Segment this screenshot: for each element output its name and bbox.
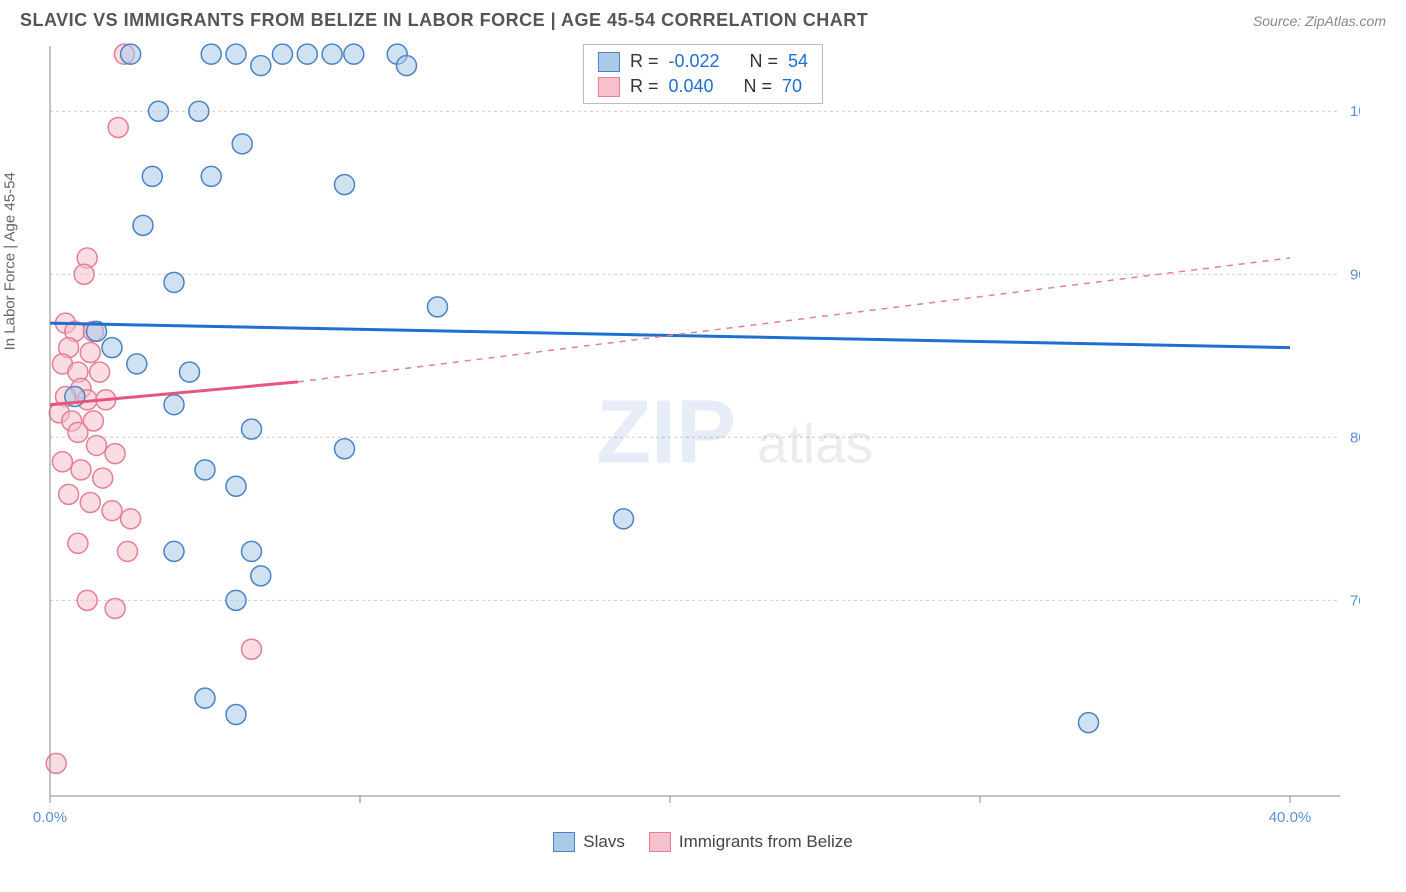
legend-r-label: R = <box>630 51 659 72</box>
swatch-blue-icon <box>553 832 575 852</box>
legend-series: Slavs Immigrants from Belize <box>0 832 1406 852</box>
y-axis-label: In Labor Force | Age 45-54 <box>2 172 19 350</box>
legend-r-label: R = <box>630 76 659 97</box>
chart-title: SLAVIC VS IMMIGRANTS FROM BELIZE IN LABO… <box>20 10 868 31</box>
legend-n-value: 54 <box>788 51 808 72</box>
legend-row-pink: R = 0.040 N = 70 <box>598 74 808 99</box>
svg-text:0.0%: 0.0% <box>33 809 67 826</box>
legend-item-belize: Immigrants from Belize <box>649 832 853 852</box>
svg-text:70.0%: 70.0% <box>1350 592 1360 609</box>
legend-label: Immigrants from Belize <box>679 832 853 852</box>
legend-n-value: 70 <box>782 76 802 97</box>
svg-text:atlas: atlas <box>757 413 873 475</box>
legend-n-label: N = <box>750 51 779 72</box>
source-credit: Source: ZipAtlas.com <box>1253 13 1386 29</box>
legend-row-blue: R = -0.022 N = 54 <box>598 49 808 74</box>
legend-n-label: N = <box>744 76 773 97</box>
header: SLAVIC VS IMMIGRANTS FROM BELIZE IN LABO… <box>0 0 1406 36</box>
legend-r-value: -0.022 <box>668 51 719 72</box>
swatch-blue-icon <box>598 52 620 72</box>
svg-text:90.0%: 90.0% <box>1350 266 1360 283</box>
legend-label: Slavs <box>583 832 625 852</box>
swatch-pink-icon <box>649 832 671 852</box>
swatch-pink-icon <box>598 77 620 97</box>
svg-text:40.0%: 40.0% <box>1269 809 1312 826</box>
legend-r-value: 0.040 <box>668 76 713 97</box>
svg-text:100.0%: 100.0% <box>1350 103 1360 120</box>
svg-text:ZIP: ZIP <box>596 383 736 483</box>
legend-item-slavs: Slavs <box>553 832 625 852</box>
chart-container: In Labor Force | Age 45-54 70.0%80.0%90.… <box>20 36 1386 826</box>
scatter-chart: 70.0% 80.0% 90.0% 100.0% 0.0% 40.0% ZIP atlas <box>20 36 1360 826</box>
legend-correlation: R = -0.022 N = 54 R = 0.040 N = 70 <box>583 44 823 104</box>
svg-text:80.0%: 80.0% <box>1350 429 1360 446</box>
